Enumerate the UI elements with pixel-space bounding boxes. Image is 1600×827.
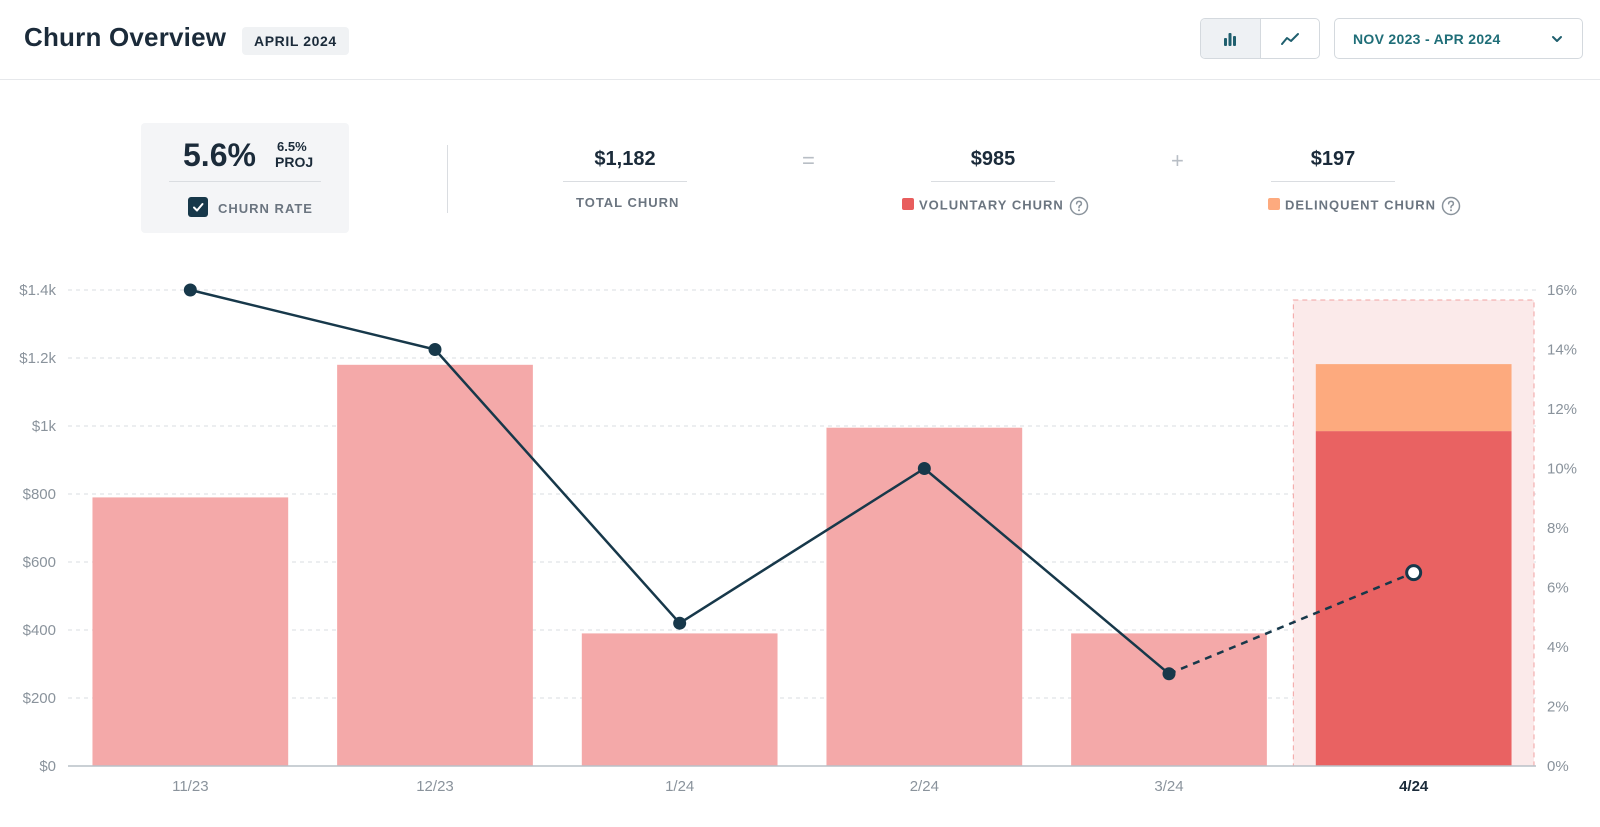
x-axis-tick-label: 11/23 [172,778,208,795]
date-range-label: NOV 2023 - APR 2024 [1353,31,1501,47]
churn-rate-point[interactable] [1162,667,1176,681]
line-chart-icon [1280,32,1299,45]
voluntary-churn-label: VOLUNTARY CHURN [919,197,1064,213]
y-axis-tick-label: $200 [23,690,56,707]
delinquent-swatch [1268,198,1280,211]
x-axis-tick-label: 1/24 [665,778,694,795]
churn-bar-4-24[interactable] [1315,431,1512,766]
bar-chart-icon [1224,32,1237,46]
x-axis-tick-label: 4/24 [1399,778,1429,795]
date-range-dropdown[interactable]: NOV 2023 - APR 2024 [1334,18,1583,59]
delinquent-bar-4-24[interactable] [1315,364,1512,432]
y2-axis-tick-label: 6% [1547,580,1569,597]
churn-bar-2-24[interactable] [826,427,1023,766]
y-axis-tick-label: $0 [39,758,56,775]
y2-axis-tick-label: 12% [1547,401,1577,418]
projected-rate-point[interactable] [1405,564,1423,582]
churn-rate-point[interactable] [183,283,197,297]
churn-bar-12-23[interactable] [337,364,533,766]
bar-view-button[interactable] [1201,19,1261,58]
projected-rate-line [1168,571,1415,675]
header-bar: Churn Overview APRIL 2024 NOV 2023 - APR… [0,0,1600,80]
y-axis-tick-label: $1.4k [19,282,56,299]
plus-symbol: + [1171,148,1184,173]
y2-axis-tick-label: 14% [1547,342,1577,359]
month-badge: APRIL 2024 [242,27,349,55]
projected-rate-label: PROJ [275,154,314,170]
churn-bar-3-24[interactable] [1071,633,1267,766]
voluntary-churn-value: $985 [970,148,1016,170]
voluntary-swatch [902,198,914,211]
churn-rate-point[interactable] [917,462,931,475]
y-axis-tick-label: $800 [23,486,56,503]
help-icon[interactable] [1441,196,1461,216]
line-view-button[interactable] [1261,19,1320,58]
chart-view-toggle [1200,18,1320,59]
y2-axis-tick-label: 10% [1547,461,1577,478]
churn-rate-value: 5.6% [183,137,256,173]
churn-chart: $0 $200 $400 $600 $800 $1k $1.2k $1.4k 0% 2% 4% 6% 8… [19,282,1577,795]
x-axis-tick-label: 3/24 [1154,778,1183,795]
delinquent-churn-underline [1271,181,1395,182]
chevron-down-icon [1552,36,1562,42]
x-axis-tick-label: 12/23 [416,778,454,795]
y2-axis-tick-label: 0% [1547,758,1569,775]
total-churn-label: TOTAL CHURN [576,195,680,210]
churn-rate-point[interactable] [428,343,442,356]
help-icon[interactable] [1069,196,1089,216]
y2-axis-tick-label: 16% [1547,282,1577,299]
churn-rate-checkbox[interactable] [188,197,208,217]
y2-axis-tick-label: 2% [1547,699,1569,716]
y-axis-tick-label: $1k [32,418,57,435]
y-axis-tick-label: $1.2k [19,350,56,367]
x-axis-tick-label: 2/24 [910,778,939,795]
churn-bar-11-23[interactable] [92,497,289,766]
total-churn-underline [563,181,687,182]
churn-bar-1-24[interactable] [581,633,778,766]
page-title: Churn Overview [24,22,227,52]
churn-rate-label: CHURN RATE [218,201,313,216]
delinquent-churn-label: DELINQUENT CHURN [1285,197,1437,213]
voluntary-churn-legend: VOLUNTARY CHURN [902,196,1089,216]
total-churn-value: $1,182 [594,148,656,170]
y2-axis-tick-label: 4% [1547,639,1569,656]
summary-divider [447,145,448,213]
delinquent-churn-value: $197 [1310,148,1356,170]
churn-rate-point[interactable] [673,616,687,630]
checkmark-icon [193,203,204,212]
churn-rate-card: 5.6% 6.5% PROJ CHURN RATE [141,123,349,233]
projected-rate-value: 6.5% [277,139,307,154]
voluntary-churn-underline [931,181,1055,182]
y-axis-tick-label: $400 [23,622,56,639]
equals-symbol: = [802,148,815,173]
delinquent-churn-legend: DELINQUENT CHURN [1268,196,1461,216]
y2-axis-tick-label: 8% [1547,520,1569,537]
card-divider [169,181,321,182]
y-axis-tick-label: $600 [23,554,56,571]
